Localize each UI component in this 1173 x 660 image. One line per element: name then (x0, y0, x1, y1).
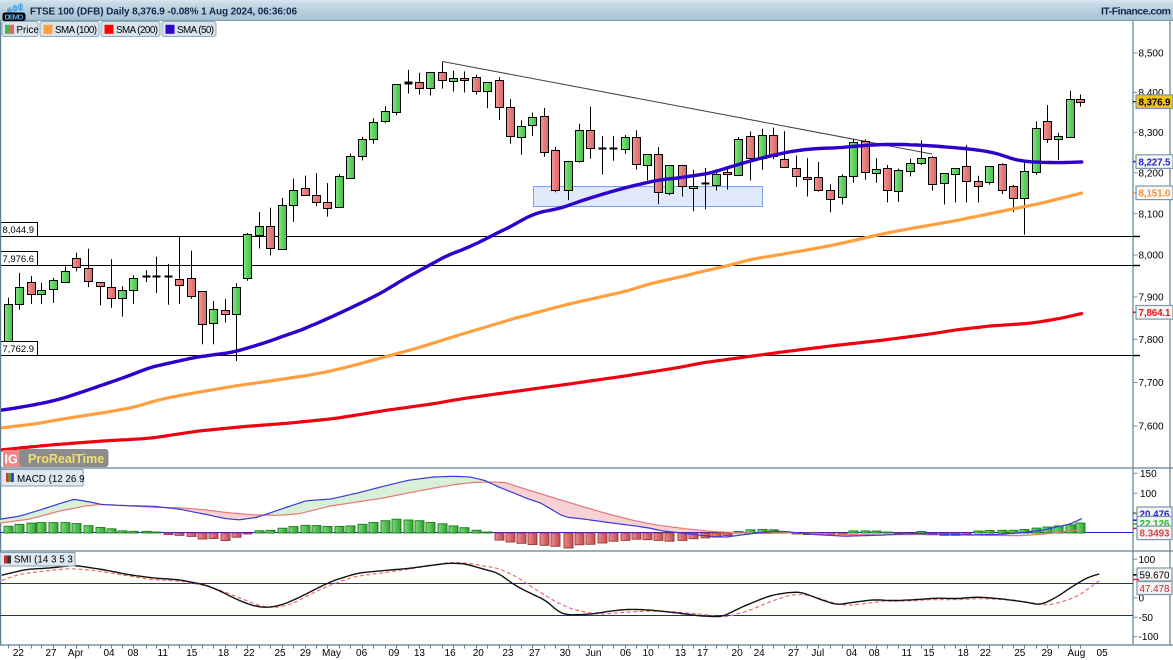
svg-text:SMA (50): SMA (50) (177, 25, 214, 36)
svg-text:8,376.9: 8,376.9 (1139, 98, 1172, 109)
svg-text:18: 18 (958, 648, 970, 659)
svg-text:8,100: 8,100 (1139, 209, 1164, 220)
svg-text:-50: -50 (1139, 613, 1154, 624)
svg-text:7,762.9: 7,762.9 (3, 344, 35, 355)
svg-text:10: 10 (643, 648, 655, 659)
svg-text:22.126: 22.126 (1140, 519, 1171, 530)
svg-text:11: 11 (902, 648, 913, 659)
svg-text:25: 25 (274, 648, 286, 659)
svg-text:23: 23 (502, 648, 514, 659)
svg-text:29: 29 (1041, 648, 1053, 659)
svg-text:13: 13 (414, 648, 426, 659)
svg-text:22: 22 (13, 648, 25, 659)
svg-text:Jun: Jun (585, 648, 601, 659)
svg-text:24: 24 (754, 648, 766, 659)
svg-text:Apr: Apr (68, 648, 84, 659)
svg-text:100: 100 (1139, 555, 1156, 566)
svg-text:8,200: 8,200 (1139, 168, 1164, 179)
svg-text:27: 27 (788, 648, 800, 659)
svg-text:IG: IG (5, 453, 18, 467)
svg-text:18: 18 (218, 648, 230, 659)
svg-text:09: 09 (388, 648, 400, 659)
svg-text:ProRealTime: ProRealTime (28, 452, 104, 466)
svg-text:-100: -100 (1139, 632, 1159, 643)
svg-text:150: 150 (1140, 469, 1157, 480)
svg-text:15: 15 (923, 648, 935, 659)
svg-text:05: 05 (1097, 648, 1109, 659)
svg-text:15: 15 (186, 648, 198, 659)
svg-text:04: 04 (846, 648, 858, 659)
svg-text:8,227.5: 8,227.5 (1139, 157, 1172, 168)
svg-text:Price: Price (17, 25, 40, 36)
svg-text:8,000: 8,000 (1139, 251, 1164, 262)
svg-text:16: 16 (445, 648, 457, 659)
svg-text:7,864.1: 7,864.1 (1139, 308, 1172, 319)
svg-text:17: 17 (697, 648, 709, 659)
svg-text:7,600: 7,600 (1139, 422, 1164, 433)
svg-text:59.670: 59.670 (1140, 570, 1171, 581)
svg-text:30: 30 (560, 648, 572, 659)
svg-text:20: 20 (473, 648, 485, 659)
svg-text:FTSE 100 (DFB) Daily 8,376.9 -: FTSE 100 (DFB) Daily 8,376.9 -0.08% 1 Au… (30, 6, 297, 17)
svg-text:7,700: 7,700 (1139, 378, 1164, 389)
svg-text:7,800: 7,800 (1139, 335, 1164, 346)
svg-text:20.476: 20.476 (1140, 509, 1171, 520)
svg-text:Aug: Aug (1068, 648, 1086, 659)
svg-text:8.3493: 8.3493 (1140, 528, 1171, 539)
svg-text:May: May (322, 648, 341, 659)
svg-text:8,400: 8,400 (1139, 88, 1164, 99)
svg-text:SMA (200): SMA (200) (116, 25, 158, 36)
svg-text:06: 06 (356, 648, 368, 659)
svg-text:25: 25 (1014, 648, 1026, 659)
svg-text:8,151.0: 8,151.0 (1139, 189, 1172, 200)
svg-text:DEMO: DEMO (5, 12, 24, 21)
svg-text:22: 22 (243, 648, 255, 659)
svg-text:47.478: 47.478 (1140, 584, 1171, 595)
svg-text:08: 08 (869, 648, 881, 659)
svg-text:29: 29 (300, 648, 312, 659)
svg-text:27: 27 (529, 648, 541, 659)
svg-text:08: 08 (127, 648, 139, 659)
svg-text:7,976.6: 7,976.6 (3, 254, 35, 265)
svg-text:22: 22 (980, 648, 992, 659)
svg-text:SMI (14 3 5 3: SMI (14 3 5 3 (14, 555, 73, 566)
svg-text:IT-Finance.com: IT-Finance.com (1101, 5, 1171, 17)
svg-text:100: 100 (1140, 489, 1157, 500)
svg-text:8,044.9: 8,044.9 (3, 225, 35, 236)
svg-text:13: 13 (675, 648, 687, 659)
svg-text:MACD (12 26 9: MACD (12 26 9 (17, 474, 85, 485)
svg-text:8,300: 8,300 (1139, 128, 1164, 139)
svg-text:8,500: 8,500 (1139, 49, 1164, 60)
svg-text:04: 04 (103, 648, 115, 659)
svg-text:0: 0 (1139, 594, 1145, 605)
svg-text:SMA (100): SMA (100) (55, 25, 97, 36)
svg-text:20: 20 (732, 648, 744, 659)
svg-text:Jul: Jul (811, 648, 824, 659)
svg-text:11: 11 (158, 648, 169, 659)
svg-text:06: 06 (620, 648, 632, 659)
svg-text:27: 27 (45, 648, 57, 659)
svg-text:7,900: 7,900 (1139, 293, 1164, 304)
